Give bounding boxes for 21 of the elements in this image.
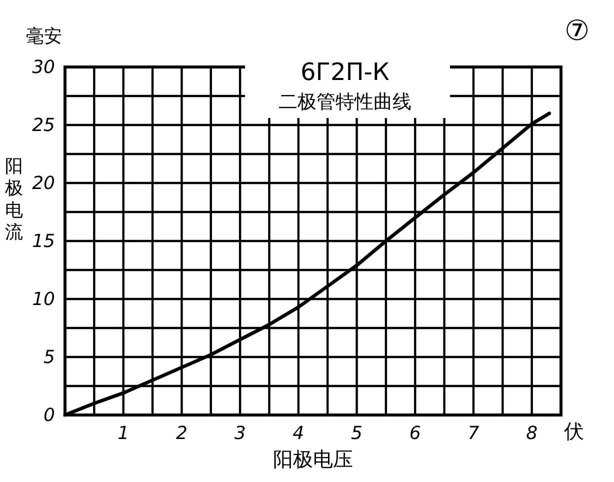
- x-tick-label: 6: [409, 423, 421, 444]
- x-tick-label: 7: [468, 423, 480, 444]
- x-tick-label: 4: [292, 423, 304, 444]
- x-tick-label: 2: [176, 423, 188, 444]
- text: 毫安: [26, 26, 62, 47]
- chart-title: 6Г2П-К: [300, 58, 390, 86]
- x-tick-label: 1: [118, 423, 130, 444]
- y-tick-label: 10: [32, 289, 55, 310]
- x-tick-label: 5: [351, 423, 362, 444]
- y-tick-label: 30: [32, 57, 55, 78]
- x-tick-label: 8: [526, 423, 538, 444]
- x-tick-label: 3: [234, 423, 246, 444]
- text: 伏: [564, 419, 584, 443]
- y-tick-label: 5: [44, 347, 55, 368]
- y-axis-title: 阳极电流: [4, 156, 23, 243]
- y-tick-label: 0: [44, 405, 55, 426]
- text: ⑦: [564, 14, 590, 47]
- y-tick-label: 15: [32, 231, 55, 252]
- y-tick-label: 25: [32, 115, 55, 136]
- x-axis-title: 阳极电压: [273, 447, 353, 471]
- y-tick-label: 20: [32, 173, 55, 194]
